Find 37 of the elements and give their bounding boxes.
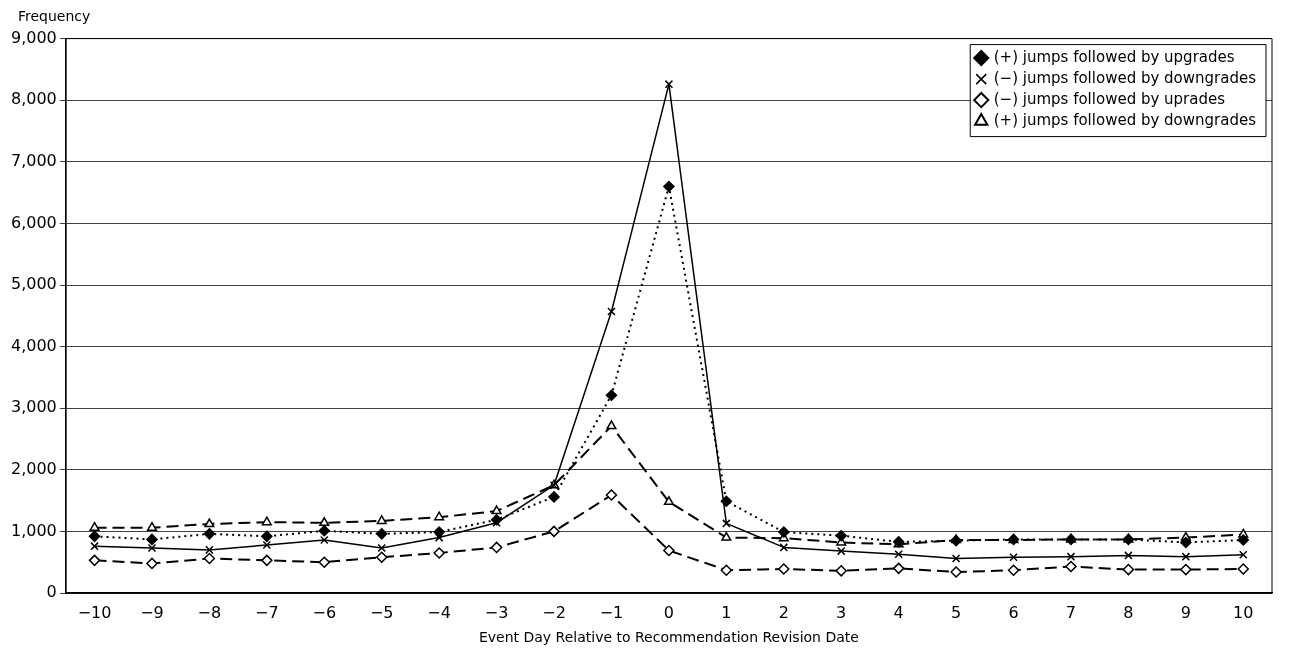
y-tick-label: 4,000 <box>10 335 57 355</box>
x-tick-label: 4 <box>893 602 904 622</box>
legend-label: (−) jumps followed by downgrades <box>993 68 1257 87</box>
x-tick-label: −2 <box>542 602 566 622</box>
x-tick-label: −3 <box>484 602 509 622</box>
x-tick-label: 2 <box>778 602 789 622</box>
y-tick-label: 7,000 <box>10 150 57 170</box>
y-tick-label: 5,000 <box>10 274 57 294</box>
x-tick-label: −6 <box>312 602 337 622</box>
legend-label: (+) jumps followed by downgrades <box>993 110 1257 129</box>
legend-label: (−) jumps followed by uprades <box>993 89 1226 108</box>
x-tick-label: 1 <box>721 602 732 622</box>
x-tick-label: 0 <box>663 602 674 622</box>
y-tick-label: 8,000 <box>10 89 57 109</box>
x-tick-label: 6 <box>1008 602 1019 622</box>
y-tick-label: 2,000 <box>10 458 57 478</box>
y-tick-label: 9,000 <box>10 27 57 47</box>
x-tick-label: −1 <box>599 602 624 622</box>
x-tick-label: −7 <box>255 602 279 622</box>
x-tick-label: 5 <box>951 602 962 622</box>
x-tick-label: 8 <box>1123 602 1134 622</box>
y-tick-label: 3,000 <box>10 397 57 417</box>
x-tick-label: 7 <box>1065 602 1077 622</box>
x-tick-label: 3 <box>836 602 847 622</box>
x-axis-title: Event Day Relative to Recommendation Revision Date <box>478 629 859 646</box>
y-tick-label: 6,000 <box>10 212 57 232</box>
x-tick-label: −5 <box>369 602 394 622</box>
y-tick-label: 1,000 <box>10 520 57 540</box>
x-tick-label: −4 <box>427 602 451 622</box>
legend-label: (+) jumps followed by upgrades <box>993 47 1235 66</box>
y-axis-title: Frequency <box>18 8 92 26</box>
x-tick-label: −9 <box>140 602 164 622</box>
x-tick-label: 10 <box>1233 602 1254 622</box>
x-tick-label: −8 <box>197 602 222 622</box>
y-tick-label: 0 <box>46 582 57 602</box>
x-tick-label: 9 <box>1180 602 1191 622</box>
x-tick-label: −10 <box>77 602 112 622</box>
